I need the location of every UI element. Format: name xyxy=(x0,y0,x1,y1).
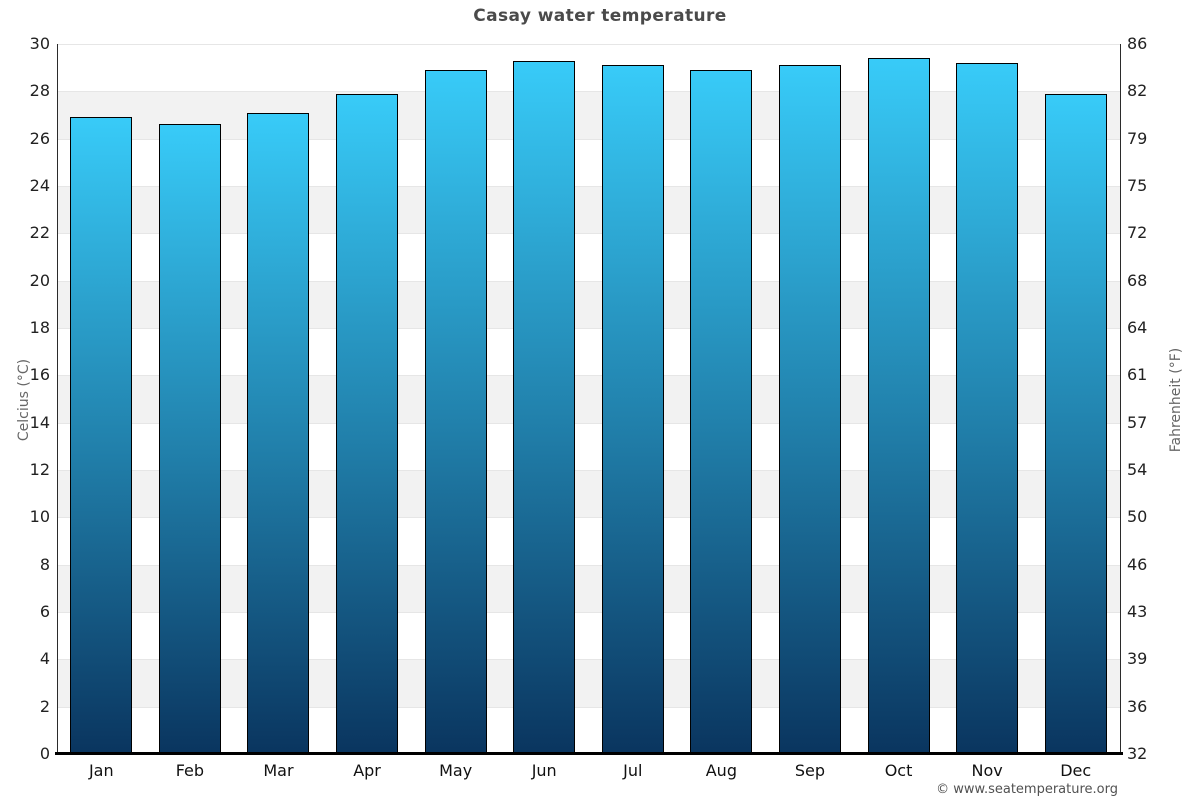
x-tick-oct: Oct xyxy=(884,761,913,780)
x-tick-apr: Apr xyxy=(353,761,381,780)
gridline xyxy=(57,612,1120,613)
plot-band xyxy=(57,328,1120,376)
x-tick-mar: Mar xyxy=(263,761,294,780)
y-tick-celsius-14: 14 xyxy=(29,412,50,432)
y-tick-fahrenheit-57: 57 xyxy=(1127,412,1148,432)
y-tick-celsius-6: 6 xyxy=(39,602,50,621)
plot-band xyxy=(57,706,1120,754)
gridline xyxy=(57,706,1120,708)
gridline xyxy=(57,375,1120,377)
x-tick-aug: Aug xyxy=(705,761,737,780)
gridline xyxy=(57,422,1120,424)
y-tick-celsius-30: 30 xyxy=(29,34,50,53)
plot-band xyxy=(57,470,1120,518)
x-tick-jun: Jun xyxy=(531,761,557,780)
gridline xyxy=(57,44,1120,45)
y-tick-celsius-10: 10 xyxy=(29,507,50,527)
y-tick-celsius-28: 28 xyxy=(29,81,50,101)
y-tick-celsius-12: 12 xyxy=(29,460,50,479)
gridline xyxy=(57,138,1120,140)
plot-band xyxy=(57,375,1120,423)
y-tick-fahrenheit-36: 36 xyxy=(1127,696,1148,716)
bar-aug xyxy=(690,70,753,754)
watermark: © www.seatemperature.org xyxy=(936,782,1118,797)
y-tick-fahrenheit-39: 39 xyxy=(1127,649,1148,669)
plot-band xyxy=(57,91,1120,139)
plot-band xyxy=(57,564,1120,612)
x-tick-sep: Sep xyxy=(794,761,826,780)
bar-mar xyxy=(247,112,310,754)
y-tick-fahrenheit-54: 54 xyxy=(1127,460,1148,479)
bar-sep xyxy=(778,65,841,754)
plot-band xyxy=(57,517,1120,565)
gridline xyxy=(57,91,1120,93)
y-tick-fahrenheit-50: 50 xyxy=(1127,507,1148,527)
y-tick-celsius-26: 26 xyxy=(29,128,50,148)
gridline xyxy=(57,470,1120,471)
x-tick-feb: Feb xyxy=(175,761,205,780)
y-tick-fahrenheit-68: 68 xyxy=(1127,270,1148,290)
bar-jan xyxy=(70,117,133,754)
y-tick-fahrenheit-32: 32 xyxy=(1127,744,1148,763)
bar-nov xyxy=(956,62,1019,754)
chart-title: Casay water temperature xyxy=(473,6,727,26)
y-tick-celsius-2: 2 xyxy=(39,696,50,716)
y-tick-fahrenheit-75: 75 xyxy=(1127,176,1148,195)
y-tick-celsius-20: 20 xyxy=(29,270,50,290)
gridline xyxy=(57,233,1120,235)
y-tick-fahrenheit-61: 61 xyxy=(1127,365,1148,385)
y-tick-fahrenheit-86: 86 xyxy=(1127,34,1148,53)
y-tick-fahrenheit-82: 82 xyxy=(1127,81,1148,101)
plot-band xyxy=(57,186,1120,234)
plot-band xyxy=(57,233,1120,281)
y-tick-celsius-4: 4 xyxy=(39,649,50,669)
gridline xyxy=(57,564,1120,566)
x-tick-nov: Nov xyxy=(971,761,1003,780)
bar-jul xyxy=(601,65,664,754)
gridline xyxy=(57,280,1120,282)
y-tick-fahrenheit-64: 64 xyxy=(1127,318,1148,337)
y-tick-celsius-16: 16 xyxy=(29,365,50,385)
bar-jun xyxy=(513,60,576,754)
y-tick-fahrenheit-72: 72 xyxy=(1127,223,1148,243)
x-tick-jan: Jan xyxy=(88,761,114,780)
x-tick-jul: Jul xyxy=(623,761,643,780)
y-tick-celsius-22: 22 xyxy=(29,223,50,243)
gridline xyxy=(57,328,1120,329)
x-tick-dec: Dec xyxy=(1060,761,1092,780)
plot-band xyxy=(57,280,1120,328)
plot-area xyxy=(57,44,1120,754)
plot-band xyxy=(57,138,1120,186)
y-tick-celsius-24: 24 xyxy=(29,176,50,195)
plot-band xyxy=(57,44,1120,92)
gridline xyxy=(57,517,1120,519)
x-tick-may: May xyxy=(439,761,473,780)
x-axis-line xyxy=(55,752,1123,755)
plot-band xyxy=(57,659,1120,707)
y-tick-celsius-18: 18 xyxy=(29,318,50,337)
plot-band xyxy=(57,612,1120,660)
y-axis-line-left xyxy=(57,44,58,754)
bar-oct xyxy=(867,58,930,754)
bar-apr xyxy=(336,93,399,754)
y-tick-fahrenheit-46: 46 xyxy=(1127,554,1148,574)
bar-may xyxy=(424,70,487,754)
y-tick-fahrenheit-43: 43 xyxy=(1127,602,1148,621)
bar-dec xyxy=(1044,93,1107,754)
bar-feb xyxy=(158,124,221,754)
y-tick-fahrenheit-79: 79 xyxy=(1127,128,1148,148)
gridline xyxy=(57,659,1120,661)
y-tick-celsius-8: 8 xyxy=(39,554,50,574)
y-axis-line-right xyxy=(1120,44,1121,754)
y-tick-celsius-0: 0 xyxy=(39,744,50,763)
gridline xyxy=(57,186,1120,187)
plot-band xyxy=(57,422,1120,470)
